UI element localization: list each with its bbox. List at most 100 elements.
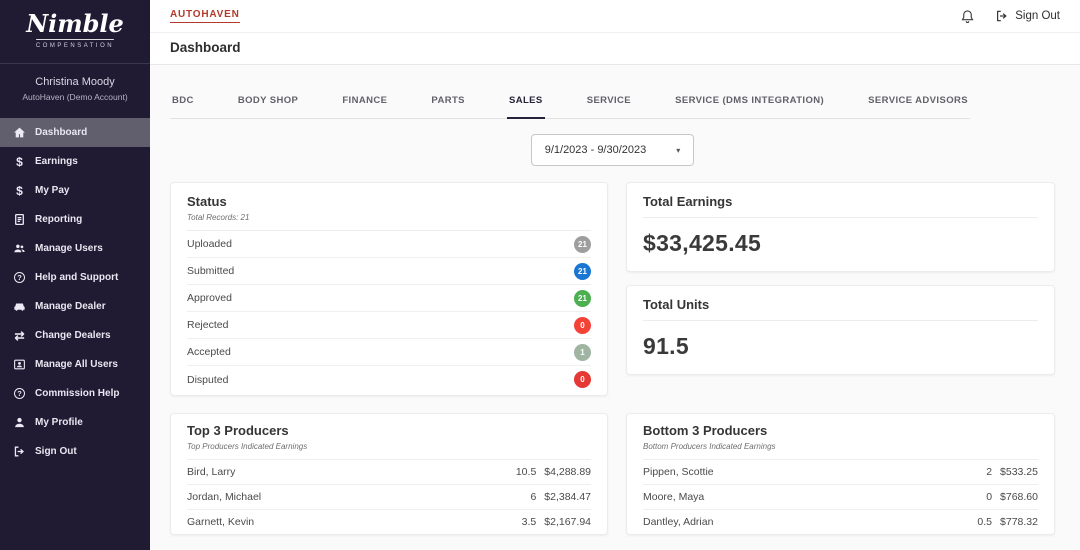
sidebar-item-commission-help[interactable]: ? Commission Help	[0, 379, 150, 408]
sidebar-item-change-dealers[interactable]: ⇄ Change Dealers	[0, 321, 150, 350]
tab-parts[interactable]: PARTS	[431, 95, 465, 106]
page-title: Dashboard	[170, 40, 241, 55]
home-icon	[13, 126, 26, 139]
sidebar-item-label: Commission Help	[35, 388, 120, 399]
producer-name: Dantley, Adrian	[643, 516, 714, 528]
status-label: Rejected	[187, 319, 229, 331]
status-card-title: Status	[187, 194, 227, 209]
producer-name: Jordan, Michael	[187, 491, 262, 503]
top-producers-title: Top 3 Producers	[187, 423, 289, 438]
status-card: Status Total Records: 21 Uploaded 21 Sub…	[170, 182, 608, 396]
sidebar-item-label: Manage All Users	[35, 359, 118, 370]
producer-units: 10.5	[515, 466, 537, 478]
table-row: Jordan, Michael 6 $2,384.47	[187, 484, 591, 509]
producer-units: 2	[986, 466, 993, 478]
sidebar-item-label: Earnings	[35, 156, 78, 167]
bottom-producers-title: Bottom 3 Producers	[643, 423, 768, 438]
status-label: Disputed	[187, 373, 229, 386]
producer-amount: $533.25	[1000, 466, 1038, 478]
status-count-badge: 21	[574, 235, 591, 253]
status-row: Submitted 21	[187, 258, 591, 285]
status-count-badge: 0	[574, 371, 591, 388]
tab-service-dms[interactable]: SERVICE (DMS INTEGRATION)	[675, 95, 825, 106]
chevron-down-icon: ▾	[676, 145, 681, 155]
sidebar-item-reporting[interactable]: Reporting	[0, 205, 150, 234]
swap-icon: ⇄	[14, 328, 25, 343]
producer-amount: $4,288.89	[544, 466, 591, 478]
status-label: Accepted	[187, 346, 231, 358]
page-header: Dashboard	[150, 33, 1080, 65]
bottom-producers-card: Bottom 3 Producers Bottom Producers Indi…	[626, 413, 1055, 535]
status-row: Rejected 0	[187, 312, 591, 339]
status-label: Uploaded	[187, 238, 232, 250]
divider	[187, 230, 591, 231]
sidebar-item-label: Sign Out	[35, 446, 77, 457]
user-name: Christina Moody	[35, 76, 115, 88]
logout-icon	[997, 10, 1007, 22]
table-row: Bird, Larry 10.5 $4,288.89	[187, 459, 591, 484]
user-account: AutoHaven (Demo Account)	[22, 92, 128, 102]
top-producers-subtitle: Top Producers Indicated Earnings	[187, 442, 308, 451]
tab-sales[interactable]: SALES	[506, 89, 545, 119]
company-logo[interactable]: AUTOHAVEN	[170, 9, 240, 23]
tab-service-advisors[interactable]: SERVICE ADVISORS	[868, 95, 968, 106]
status-row: Accepted 1	[187, 339, 591, 366]
producer-name: Garnett, Kevin	[187, 516, 255, 528]
producer-values: 0 $768.60	[986, 491, 1038, 503]
sidebar-menu: Dashboard $ Earnings $ My Pay Reporting	[0, 118, 150, 466]
tab-finance[interactable]: FINANCE	[342, 95, 388, 106]
tab-bdc[interactable]: BDC	[172, 95, 194, 106]
total-earnings-title: Total Earnings	[643, 194, 733, 209]
producer-amount: $2,384.47	[544, 491, 591, 503]
date-range-select[interactable]: 9/1/2023 - 9/30/2023 ▾	[530, 134, 695, 166]
status-card-subtitle: Total Records: 21	[187, 213, 250, 222]
department-tabs: BDC BODY SHOP FINANCE PARTS SALES SERVIC…	[170, 89, 970, 119]
date-range-bar: 9/1/2023 - 9/30/2023 ▾	[170, 134, 1055, 166]
status-label: Approved	[187, 292, 232, 304]
total-earnings-card: Total Earnings $33,425.45	[626, 182, 1055, 272]
sidebar-item-dashboard[interactable]: Dashboard	[0, 118, 150, 147]
topbar-actions: Sign Out	[960, 9, 1060, 24]
sidebar-item-my-pay[interactable]: $ My Pay	[0, 176, 150, 205]
car-icon	[13, 300, 26, 313]
table-row: Moore, Maya 0 $768.60	[643, 484, 1038, 509]
sidebar-item-sign-out[interactable]: Sign Out	[0, 437, 150, 466]
divider	[643, 320, 1038, 321]
sidebar-item-label: My Pay	[35, 185, 70, 196]
producer-amount: $768.60	[1000, 491, 1038, 503]
tab-body-shop[interactable]: BODY SHOP	[237, 95, 299, 106]
sidebar-item-manage-users[interactable]: Manage Users	[0, 234, 150, 263]
person-icon	[13, 416, 26, 429]
brand-logo-subtext: COMPENSATION	[35, 43, 115, 49]
producer-amount: $778.32	[1000, 516, 1038, 528]
total-units-value: 91.5	[643, 333, 689, 359]
dashboard-content: BDC BODY SHOP FINANCE PARTS SALES SERVIC…	[150, 65, 1080, 550]
sidebar-item-manage-dealer[interactable]: Manage Dealer	[0, 292, 150, 321]
table-row: Pippen, Scottie 2 $533.25	[643, 459, 1038, 484]
tab-service[interactable]: SERVICE	[586, 95, 632, 106]
notifications-bell-icon[interactable]	[960, 9, 975, 24]
status-count-badge: 21	[574, 289, 591, 307]
sign-out-button[interactable]: Sign Out	[995, 9, 1060, 23]
producer-name: Bird, Larry	[187, 466, 236, 478]
sidebar-item-manage-all-users[interactable]: Manage All Users	[0, 350, 150, 379]
producer-amount: $2,167.94	[544, 516, 591, 528]
user-badge-icon	[13, 358, 26, 371]
table-row: Dantley, Adrian 0.5 $778.32	[643, 509, 1038, 534]
help-icon: ?	[13, 271, 26, 284]
logo-flourish	[36, 39, 114, 40]
status-count-badge: 21	[574, 262, 591, 280]
user-block: Christina Moody AutoHaven (Demo Account)	[0, 64, 150, 112]
sidebar-item-label: Help and Support	[35, 272, 119, 283]
total-units-title: Total Units	[643, 297, 710, 312]
exit-icon	[13, 445, 26, 458]
total-units-card: Total Units 91.5	[626, 285, 1055, 375]
status-count-badge: 0	[574, 316, 591, 334]
sidebar-item-my-profile[interactable]: My Profile	[0, 408, 150, 437]
producer-values: 10.5 $4,288.89	[516, 466, 591, 478]
sidebar-item-help-support[interactable]: ? Help and Support	[0, 263, 150, 292]
bottom-producers-subtitle: Bottom Producers Indicated Earnings	[643, 442, 776, 451]
sidebar: Nimble COMPENSATION Christina Moody Auto…	[0, 0, 150, 550]
sidebar-item-earnings[interactable]: $ Earnings	[0, 147, 150, 176]
